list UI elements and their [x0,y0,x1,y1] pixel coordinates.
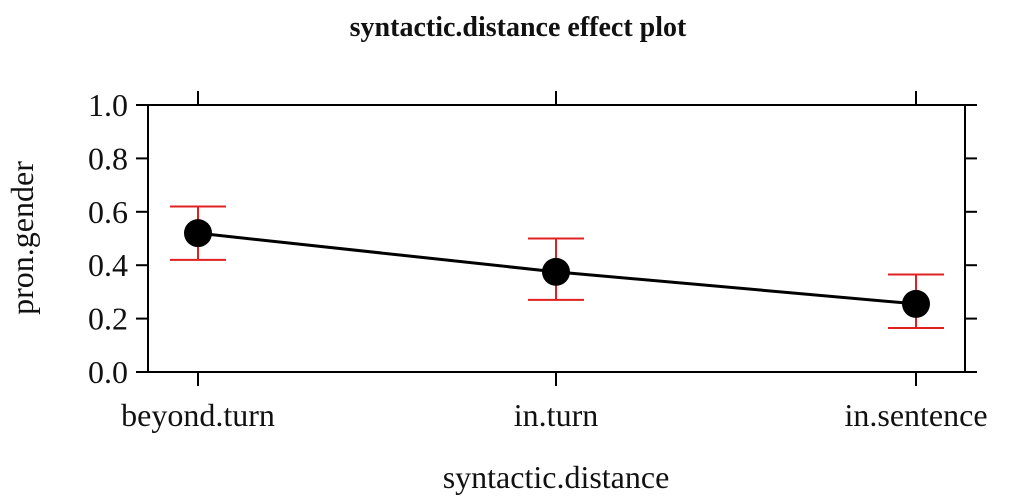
y-tick-label: 0.2 [88,301,128,337]
y-tick-label: 0.8 [88,140,128,176]
x-axis-label: syntactic.distance [443,459,670,495]
y-tick-label: 0.6 [88,194,128,230]
data-point [902,289,930,318]
y-axis: 0.0 0.2 0.4 0.6 0.8 1.0 [88,87,977,390]
x-tick-label: beyond.turn [121,397,275,433]
data-marks [170,205,944,329]
data-point [184,219,212,248]
x-axis: beyond.turn in.turn in.sentence [121,91,988,433]
y-axis-label: pron.gender [4,161,40,315]
y-tick-label: 0.4 [88,247,128,283]
y-tick-label: 1.0 [88,87,128,123]
x-tick-label: in.sentence [844,397,987,433]
y-tick-label: 0.0 [88,354,128,390]
data-point [542,257,570,286]
x-tick-label: in.turn [514,397,598,433]
chart-title: syntactic.distance effect plot [350,12,687,43]
